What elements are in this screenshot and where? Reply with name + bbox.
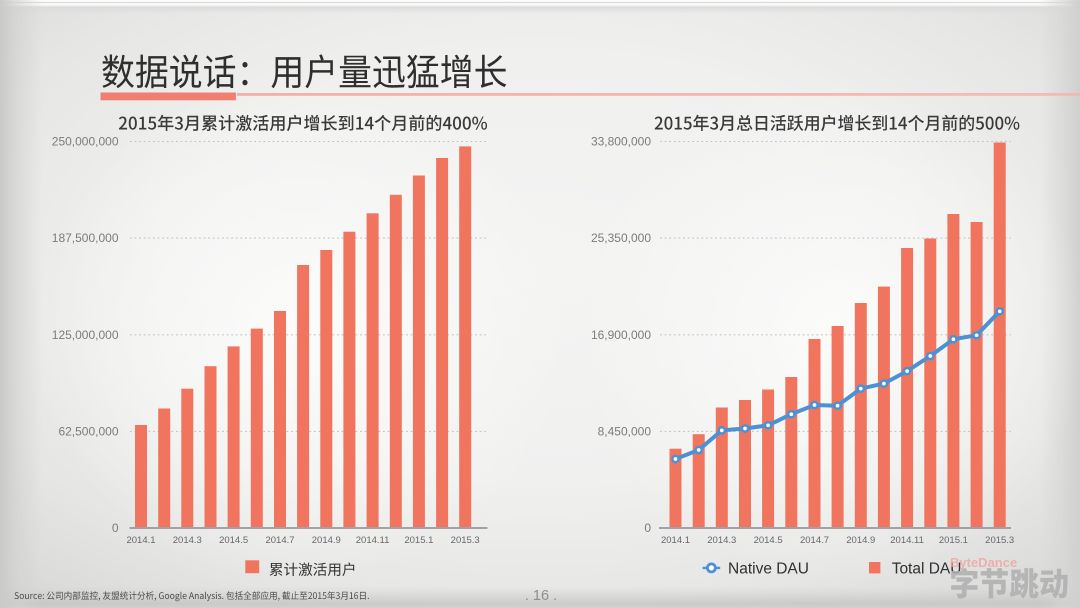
svg-text:0: 0: [644, 521, 651, 535]
svg-text:125,000,000: 125,000,000: [52, 328, 119, 342]
svg-text:2014.5: 2014.5: [219, 535, 248, 546]
svg-text:33,800,000: 33,800,000: [591, 135, 651, 149]
svg-text:250,000,000: 250,000,000: [52, 135, 119, 149]
svg-text:0: 0: [112, 521, 119, 535]
svg-text:25,350,000: 25,350,000: [591, 231, 651, 245]
svg-text:2014.1: 2014.1: [126, 535, 155, 546]
svg-text:2015.1: 2015.1: [404, 535, 433, 546]
svg-text:2015.1: 2015.1: [939, 535, 968, 546]
svg-text:2014.3: 2014.3: [173, 535, 202, 546]
svg-text:2014.5: 2014.5: [754, 535, 783, 546]
svg-text:2014.11: 2014.11: [356, 535, 390, 546]
svg-text:8,450,000: 8,450,000: [598, 424, 652, 438]
svg-text:187,500,000: 187,500,000: [52, 231, 119, 245]
svg-text:2014.9: 2014.9: [312, 535, 341, 546]
svg-text:2015.3: 2015.3: [985, 535, 1014, 546]
svg-text:ByteDance: ByteDance: [950, 555, 1017, 570]
svg-text:62,500,000: 62,500,000: [58, 424, 118, 438]
svg-text:2014.1: 2014.1: [661, 535, 690, 546]
svg-text:2014.9: 2014.9: [846, 535, 875, 546]
svg-text:2015.3: 2015.3: [451, 535, 480, 546]
svg-text:. 16 .: . 16 .: [525, 588, 557, 604]
svg-text:2014.7: 2014.7: [265, 535, 294, 546]
svg-text:2014.3: 2014.3: [707, 535, 736, 546]
svg-text:Total DAU: Total DAU: [892, 561, 962, 578]
svg-text:16,900,000: 16,900,000: [591, 328, 651, 342]
svg-text:2014.11: 2014.11: [890, 535, 924, 546]
svg-text:Native DAU: Native DAU: [728, 561, 809, 578]
svg-text:2014.7: 2014.7: [800, 535, 829, 546]
